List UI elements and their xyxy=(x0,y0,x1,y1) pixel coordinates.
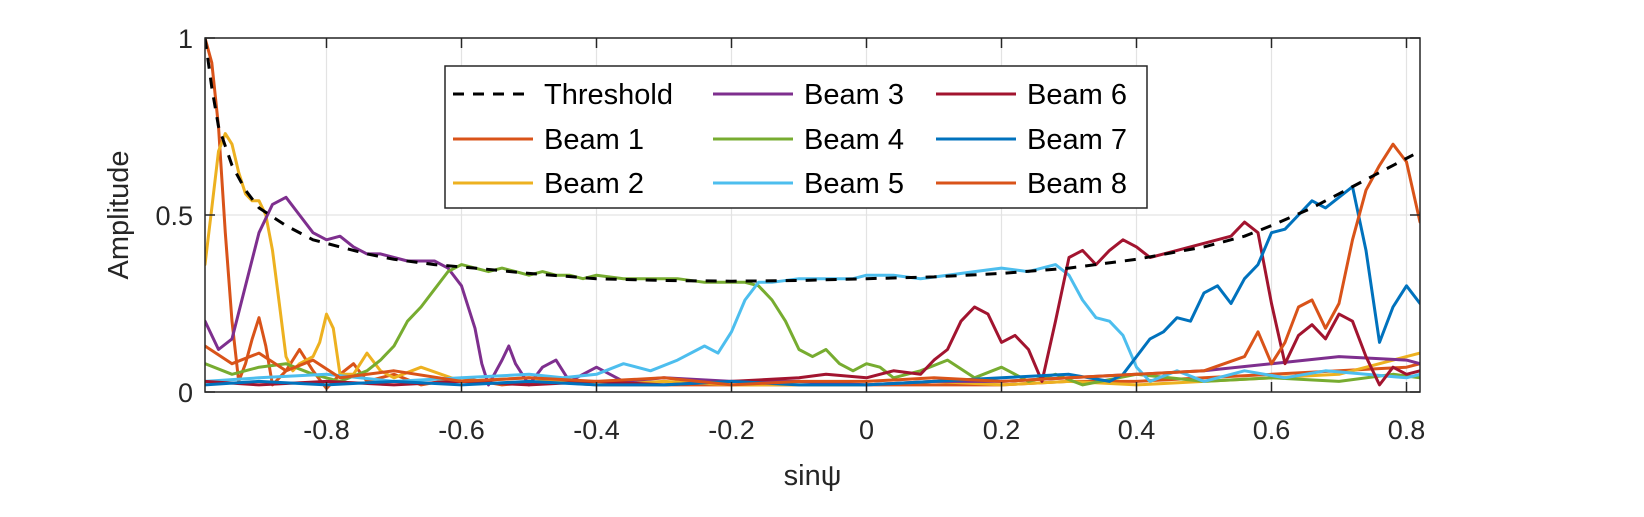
x-tick-label: -0.4 xyxy=(573,415,620,445)
y-tick-label: 1 xyxy=(178,24,193,54)
legend-label: Beam 7 xyxy=(1027,124,1127,156)
legend: Threshold Beam 1 Beam 2 Beam 3 Beam 4 Beam 5 B… xyxy=(444,65,1148,209)
series-layer xyxy=(205,38,1420,390)
series-line-beam-7 xyxy=(205,185,1420,387)
legend-label: Beam 4 xyxy=(804,124,904,156)
x-tick-label: 0.2 xyxy=(983,415,1021,445)
ticks: -0.8 -0.6 -0.4 -0.2 0 0.2 0.4 0.6 0.8 0 0.5 1 xyxy=(155,24,1425,445)
series-line-threshold xyxy=(205,38,1414,283)
x-axis-label: sinψ xyxy=(784,460,842,492)
legend-label: Beam 3 xyxy=(804,79,904,111)
legend-label: Beam 5 xyxy=(804,168,904,200)
legend-label: Beam 1 xyxy=(544,124,644,156)
series-line-beam-4 xyxy=(205,263,1420,387)
series-line-beam-8 xyxy=(205,142,1420,387)
x-tick-label: 0.8 xyxy=(1388,415,1426,445)
x-tick-label: -0.2 xyxy=(708,415,755,445)
x-tick-label: 0.4 xyxy=(1118,415,1156,445)
legend-box xyxy=(444,65,1148,209)
legend-label: Beam 6 xyxy=(1027,79,1127,111)
legend-label: Beam 8 xyxy=(1027,168,1127,200)
y-axis-label: Amplitude xyxy=(103,151,135,280)
x-tick-label: -0.8 xyxy=(303,415,350,445)
legend-label: Beam 2 xyxy=(544,168,644,200)
series-line-beam-3 xyxy=(205,195,1420,387)
x-tick-label: 0 xyxy=(859,415,874,445)
x-tick-label: 0.6 xyxy=(1253,415,1291,445)
x-tick-label: -0.6 xyxy=(438,415,485,445)
y-tick-label: 0 xyxy=(178,378,193,408)
legend-label: Threshold xyxy=(544,79,673,111)
y-tick-label: 0.5 xyxy=(155,201,193,231)
